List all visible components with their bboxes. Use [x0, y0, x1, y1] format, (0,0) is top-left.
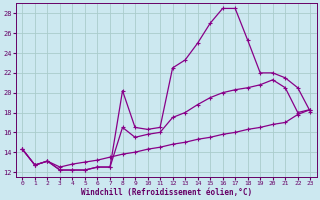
- X-axis label: Windchill (Refroidissement éolien,°C): Windchill (Refroidissement éolien,°C): [81, 188, 252, 197]
